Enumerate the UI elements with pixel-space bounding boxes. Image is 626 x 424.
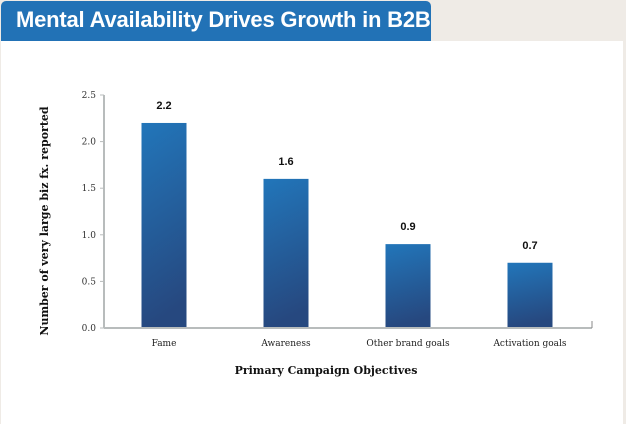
x-axis [104,321,593,329]
chart-title: Mental Availability Drives Growth in B2B [16,7,431,32]
bar [141,122,187,328]
bar [507,262,553,327]
category-label: Awareness [260,339,311,349]
bar [263,178,309,327]
category-label: Fame [152,339,177,349]
x-axis-title: Primary Campaign Objectives [235,364,418,377]
y-tick-label: 1.0 [82,231,97,241]
bars: 2.2 Fame 1.6 Awareness 0.9 Other brand goals 0… [141,100,567,349]
title-banner: Mental Availability Drives Growth in B2B [1,1,431,41]
data-label: 1.6 [278,156,293,168]
y-axis-title: Number of very large biz fx. reported [38,106,51,336]
y-tick-label: 1.5 [82,184,97,194]
y-tick-label: 2.0 [82,138,97,148]
category-label: Activation goals [492,339,566,349]
y-tick-label: 0.0 [82,324,97,334]
y-tick-label: 2.5 [82,91,97,101]
bar [385,244,431,327]
data-label: 2.2 [156,100,171,112]
y-axis: 0.0 0.5 1.0 1.5 2.0 2.5 [82,91,105,334]
data-label: 0.9 [400,221,415,233]
y-tick-label: 0.5 [82,277,97,287]
data-label: 0.7 [522,240,537,252]
category-label: Other brand goals [366,339,450,349]
